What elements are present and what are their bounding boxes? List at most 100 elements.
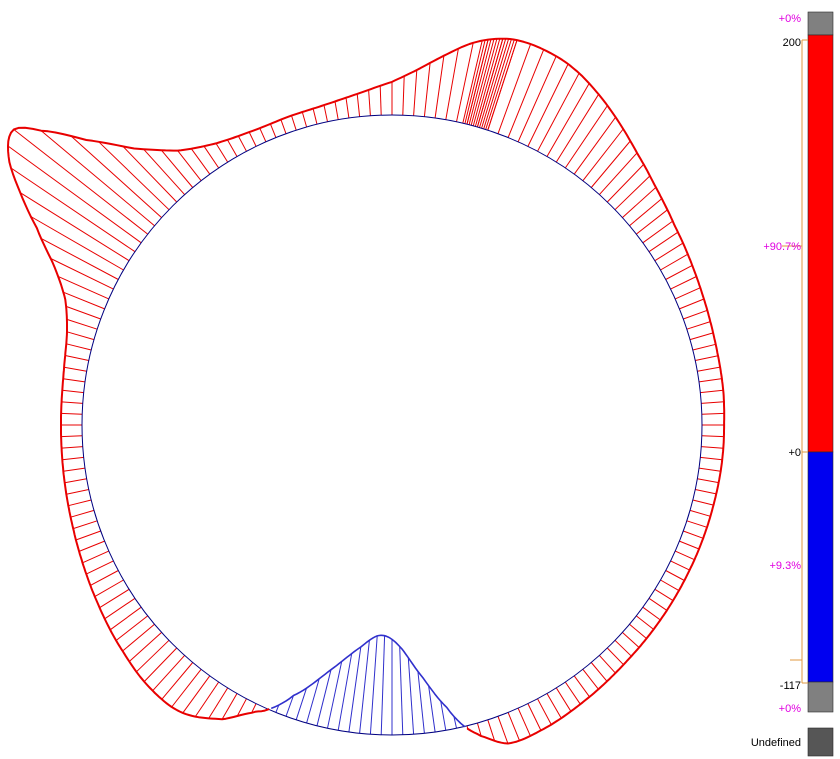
hatch-line-positive — [251, 703, 257, 714]
envelope-positive — [7, 37, 726, 721]
hatch-line-positive — [66, 343, 92, 351]
hatch-line-negative — [348, 646, 362, 733]
hatch-line-positive — [648, 231, 679, 253]
hatch-line-positive — [695, 489, 717, 495]
hatch-line-positive — [280, 119, 287, 134]
hatch-line-positive — [474, 38, 501, 127]
hatch-line-positive — [686, 321, 711, 330]
hatch-line-positive — [312, 108, 318, 125]
hatch-line-positive — [527, 63, 569, 147]
hatch-line-positive — [161, 149, 194, 188]
hatch-line-positive — [61, 401, 83, 404]
hatch-line-positive — [203, 145, 220, 169]
hatch-line-positive — [61, 412, 83, 415]
scale-bar-segment-negative — [807, 451, 834, 683]
hatch-line-positive — [236, 698, 247, 717]
hatch-line-positive — [606, 164, 645, 203]
hatch-line-positive — [517, 707, 531, 737]
hatch-line-positive — [68, 499, 92, 507]
hatch-line-positive — [573, 675, 590, 698]
hatch-line-positive — [635, 209, 668, 235]
hatch-line-positive — [65, 305, 101, 320]
hatch-line-positive — [190, 148, 211, 175]
hatch-line-positive — [82, 550, 110, 564]
hatch-line-positive — [599, 152, 638, 195]
hatch-line-positive — [582, 128, 624, 182]
hatch-line-positive — [648, 597, 668, 611]
hatch-line-negative — [453, 716, 457, 729]
hatch-line-positive — [606, 647, 624, 666]
scale-label: +0% — [779, 13, 802, 25]
hatch-line-positive — [507, 49, 545, 138]
hatch-line-positive — [345, 97, 350, 119]
hatch-line-negative — [327, 661, 343, 729]
hatch-line-positive — [423, 62, 431, 117]
hatch-line-positive — [472, 38, 498, 126]
hatch-line-negative — [359, 640, 370, 734]
hatch-line-positive — [683, 530, 704, 539]
scale-label: -117 — [780, 680, 801, 692]
hatch-line-negative — [399, 646, 404, 735]
hatch-line-positive — [629, 198, 663, 227]
hatch-line-positive — [692, 499, 714, 506]
hatch-line-positive — [476, 38, 504, 128]
hatch-line-positive — [517, 55, 557, 143]
hatch-line-positive — [104, 597, 136, 620]
hatch-line-positive — [642, 606, 661, 621]
hatch-line-positive — [128, 632, 162, 662]
hatch-line-positive — [700, 456, 723, 461]
hatch-line-positive — [701, 446, 724, 449]
hatch-line-positive — [94, 579, 124, 598]
hatch-line-positive — [323, 104, 328, 122]
hatch-line-positive — [122, 623, 155, 652]
hatch-line-positive — [487, 719, 496, 741]
scale-bar-segment-positive — [807, 34, 834, 453]
hatch-line-positive — [75, 530, 101, 541]
hatch-line-positive — [665, 570, 685, 581]
hatch-line-positive — [78, 540, 105, 552]
hatch-line-positive — [63, 291, 105, 310]
envelope-negative — [270, 634, 466, 728]
hatch-line-positive — [670, 560, 690, 571]
hatch-line-positive — [248, 131, 257, 147]
hatch-line-positive — [86, 560, 114, 575]
hatch-line-positive — [63, 378, 86, 383]
hatch-line-positive — [259, 127, 267, 143]
hatch-line-positive — [670, 276, 697, 290]
hatch-line-positive — [57, 275, 110, 300]
hatch-line-positive — [30, 216, 124, 271]
hatch-line-positive — [654, 242, 684, 262]
scale-label: +0% — [779, 703, 802, 715]
hatch-line-positive — [660, 579, 680, 592]
hatch-line-positive — [301, 111, 308, 128]
hatch-line-positive — [413, 69, 418, 116]
hatch-line-positive — [136, 639, 170, 673]
hatch-line-positive — [701, 435, 724, 438]
hatch-line-positive — [692, 343, 716, 351]
hatch-line-positive — [40, 237, 119, 280]
hatch-line-positive — [564, 681, 581, 705]
hatch-line-positive — [546, 693, 562, 719]
hatch-line-negative — [306, 678, 320, 724]
hatch-line-positive — [700, 389, 724, 394]
hatch-line-positive — [66, 331, 95, 341]
hatch-line-positive — [527, 703, 542, 731]
hatch-line-positive — [171, 668, 202, 708]
hatch-line-positive — [64, 478, 87, 484]
hatch-line-positive — [194, 681, 220, 717]
hatch-line-positive — [697, 478, 719, 484]
hatch-line-positive — [481, 38, 510, 129]
scale-bar-segment-above-max — [807, 11, 834, 36]
hatch-line-positive — [674, 550, 695, 561]
hatch-line-positive — [483, 38, 512, 130]
hatch-line-positive — [122, 146, 178, 203]
hatch-line-positive — [590, 662, 608, 682]
hatch-line-positive — [564, 105, 608, 169]
hatch-line-positive — [434, 55, 445, 119]
hatch-line-positive — [479, 38, 507, 128]
hatch-line-positive — [487, 39, 518, 131]
hatch-line-positive — [99, 588, 130, 609]
hatch-line-positive — [582, 668, 599, 690]
